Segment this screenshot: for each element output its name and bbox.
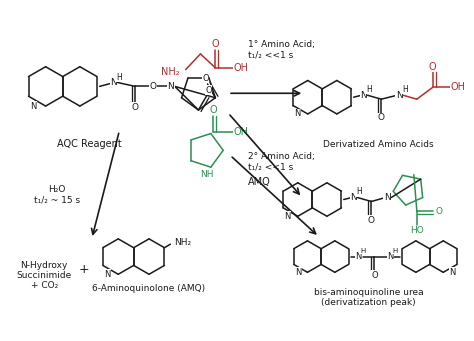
Text: NH: NH [201, 170, 214, 179]
Text: H: H [392, 248, 398, 254]
Text: 1° Amino Acid;
t₁/₂ <<1 s: 1° Amino Acid; t₁/₂ <<1 s [248, 40, 315, 60]
Text: AQC Reagent: AQC Reagent [57, 138, 122, 149]
Text: N: N [167, 82, 174, 91]
Text: O: O [435, 207, 442, 216]
Text: N: N [360, 91, 367, 100]
Text: N: N [295, 268, 301, 277]
Text: N: N [31, 102, 37, 110]
Text: O: O [211, 39, 219, 49]
Text: O: O [209, 105, 217, 115]
Text: O: O [205, 86, 212, 95]
Text: O: O [202, 74, 209, 83]
Text: N: N [110, 78, 117, 87]
Text: H: H [361, 248, 366, 254]
Text: O: O [132, 103, 139, 112]
Text: N: N [396, 91, 402, 100]
Text: NH₂: NH₂ [173, 238, 191, 247]
Text: O: O [378, 113, 385, 122]
Text: H: H [356, 187, 363, 196]
Text: H: H [117, 73, 122, 82]
Text: bis-aminoquinoline urea
(derivatization peak): bis-aminoquinoline urea (derivatization … [314, 288, 423, 308]
Text: N: N [104, 270, 111, 279]
Text: NH₂: NH₂ [161, 66, 180, 77]
Text: OH: OH [451, 83, 466, 92]
Text: N: N [350, 193, 357, 202]
Text: H: H [366, 85, 372, 94]
Text: OH: OH [233, 127, 248, 136]
Text: O: O [429, 62, 437, 72]
Text: O: O [371, 271, 378, 280]
Text: 6-Aminoquinolone (AMQ): 6-Aminoquinolone (AMQ) [92, 284, 206, 293]
Text: O: O [149, 82, 156, 91]
Text: N: N [284, 212, 291, 221]
Text: +: + [79, 264, 89, 277]
Text: N: N [356, 252, 362, 261]
Text: AMQ: AMQ [248, 177, 271, 187]
Text: N: N [449, 268, 456, 277]
Text: H₂O
t₁/₂ ~ 15 s: H₂O t₁/₂ ~ 15 s [34, 185, 80, 204]
Text: 2° Amino Acid;
t₁/₂ <<1 s: 2° Amino Acid; t₁/₂ <<1 s [248, 152, 315, 172]
Text: HO: HO [410, 226, 424, 236]
Text: O: O [368, 216, 375, 225]
Text: N: N [387, 252, 393, 261]
Text: N: N [384, 193, 391, 202]
Text: Derivatized Amino Acids: Derivatized Amino Acids [323, 140, 434, 149]
Text: H: H [402, 85, 408, 94]
Text: N: N [294, 109, 301, 118]
Text: N-Hydroxy
Succinimide
+ CO₂: N-Hydroxy Succinimide + CO₂ [17, 261, 72, 290]
Text: OH: OH [234, 63, 248, 73]
